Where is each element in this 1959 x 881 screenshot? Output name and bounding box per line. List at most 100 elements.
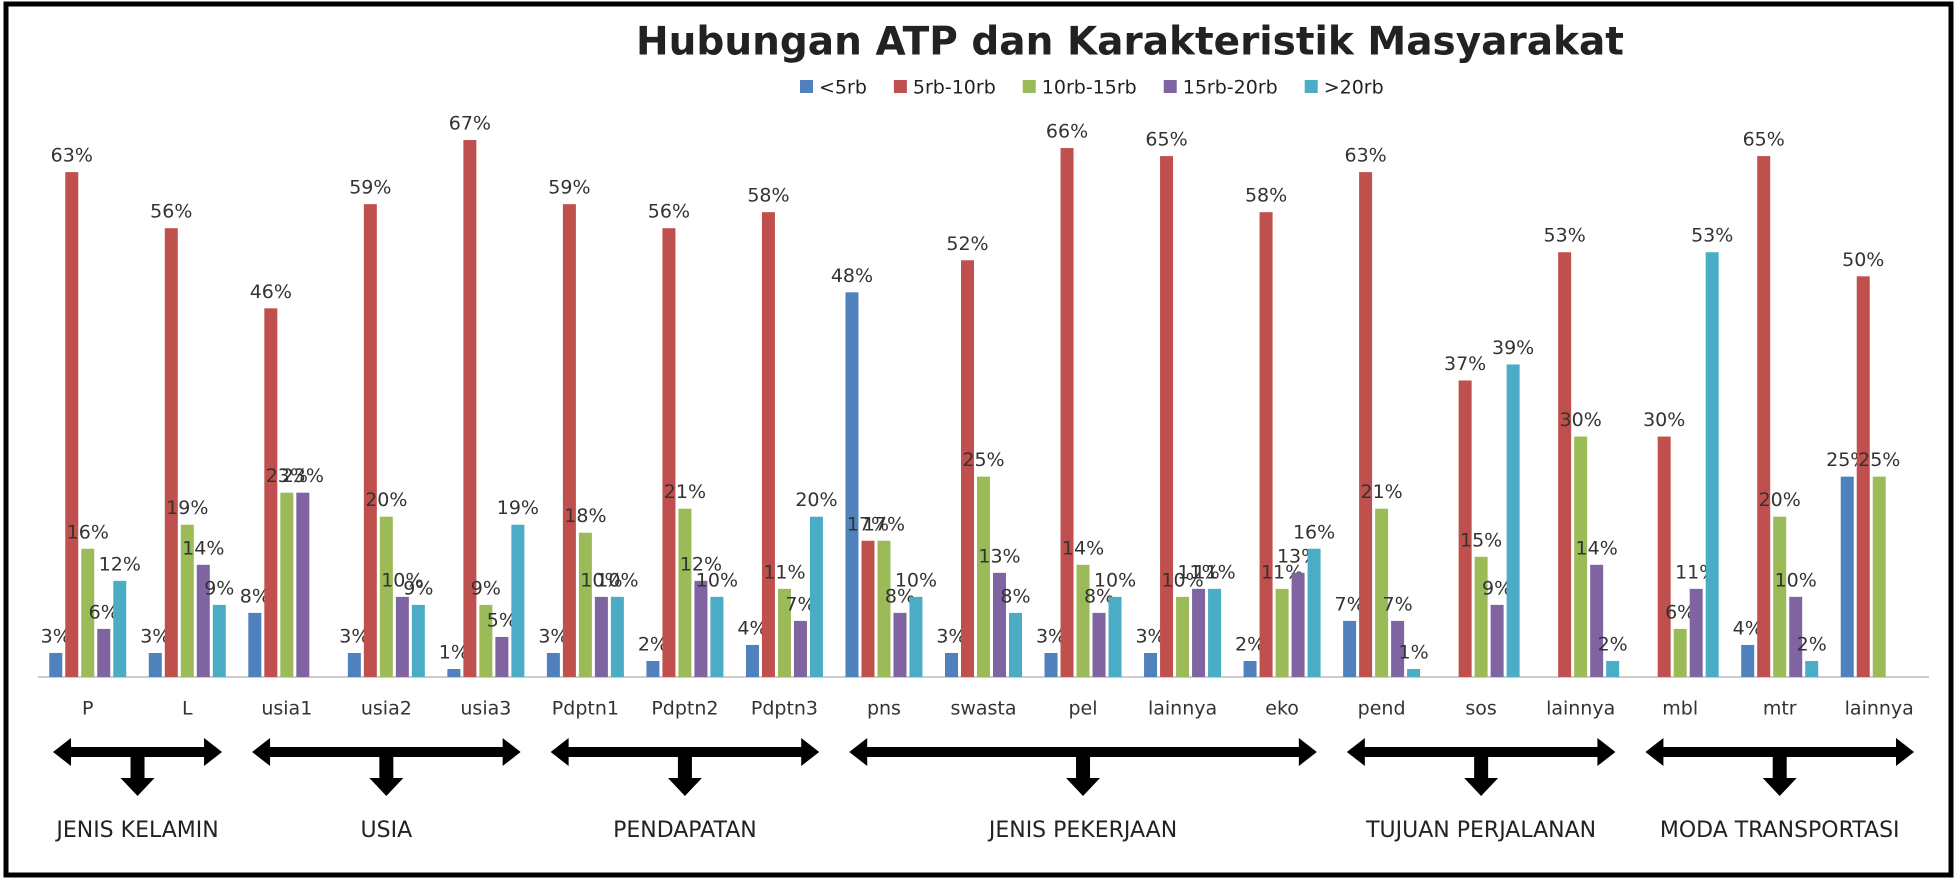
bar bbox=[1359, 172, 1373, 677]
data-label: 6% bbox=[89, 601, 119, 623]
bar bbox=[610, 596, 624, 677]
bar bbox=[945, 652, 958, 677]
bar bbox=[1176, 596, 1190, 677]
bar bbox=[1590, 564, 1604, 677]
data-label: 5% bbox=[487, 609, 517, 631]
data-label: 9% bbox=[403, 577, 433, 599]
group-label: JENIS PEKERJAAN bbox=[987, 818, 1177, 843]
bar bbox=[1076, 564, 1090, 677]
bar bbox=[248, 612, 262, 677]
data-label: 17% bbox=[847, 513, 889, 535]
data-label: 10% bbox=[1161, 569, 1203, 591]
data-label: 8% bbox=[240, 585, 270, 607]
data-label: 48% bbox=[831, 265, 873, 287]
frame bbox=[3, 1, 1954, 878]
data-label: 59% bbox=[548, 177, 590, 199]
data-label: 2% bbox=[1797, 633, 1827, 655]
bar bbox=[546, 652, 560, 677]
legend-swatch bbox=[1304, 80, 1318, 93]
data-label: 10% bbox=[1775, 569, 1817, 591]
bar bbox=[180, 524, 194, 677]
legend-label: 15rb-20rb bbox=[1183, 77, 1278, 99]
bar bbox=[1192, 588, 1206, 677]
bar bbox=[81, 548, 95, 677]
data-label: 53% bbox=[1691, 225, 1733, 247]
data-label: 25% bbox=[1858, 449, 1900, 471]
bar bbox=[1474, 556, 1488, 677]
bar bbox=[761, 212, 775, 677]
bar bbox=[562, 204, 576, 677]
bar bbox=[1506, 364, 1520, 677]
bar bbox=[993, 572, 1006, 677]
data-label: 67% bbox=[449, 113, 491, 135]
data-label: 10% bbox=[381, 569, 423, 591]
bar bbox=[1490, 604, 1504, 677]
bar bbox=[1805, 660, 1819, 677]
bar bbox=[280, 492, 294, 677]
bar bbox=[1407, 668, 1421, 677]
x-tick-label: pns bbox=[867, 698, 901, 720]
data-label: 52% bbox=[946, 233, 988, 255]
bar bbox=[662, 228, 676, 677]
x-tick-label: P bbox=[82, 698, 93, 720]
bar bbox=[1872, 476, 1886, 677]
bar bbox=[1574, 436, 1588, 677]
data-label: 12% bbox=[99, 553, 141, 575]
data-label: 4% bbox=[1733, 617, 1763, 639]
x-tick-label: Pdptn1 bbox=[552, 698, 619, 720]
bar bbox=[1060, 148, 1074, 678]
bar bbox=[1741, 644, 1755, 677]
data-label: 10% bbox=[596, 569, 638, 591]
legend-swatch bbox=[893, 80, 907, 93]
data-label: 3% bbox=[1036, 625, 1066, 647]
group-label: MODA TRANSPORTASI bbox=[1660, 818, 1900, 843]
data-label: 14% bbox=[1062, 537, 1104, 559]
group-arrow-down bbox=[1762, 752, 1797, 796]
bar bbox=[1044, 652, 1058, 677]
bar bbox=[495, 636, 509, 677]
data-label: 7% bbox=[1335, 593, 1365, 615]
bar bbox=[809, 516, 823, 677]
data-label: 10% bbox=[895, 569, 937, 591]
legend-swatch bbox=[1022, 80, 1036, 93]
bar bbox=[212, 604, 226, 677]
data-label: 3% bbox=[339, 625, 369, 647]
x-tick-label: usia1 bbox=[261, 698, 312, 720]
data-label: 63% bbox=[51, 145, 93, 167]
data-label: 15% bbox=[1460, 529, 1502, 551]
data-label: 13% bbox=[978, 545, 1020, 567]
bar bbox=[1705, 252, 1719, 677]
bar bbox=[379, 516, 393, 677]
bar bbox=[977, 476, 990, 677]
x-tick-label: lainnya bbox=[1845, 698, 1914, 720]
bar bbox=[363, 204, 377, 677]
bar bbox=[1757, 156, 1771, 678]
bar bbox=[678, 508, 692, 677]
bar bbox=[164, 228, 178, 677]
bar bbox=[196, 564, 210, 677]
data-label: 11% bbox=[763, 561, 805, 583]
bar bbox=[148, 652, 162, 677]
data-label: 9% bbox=[204, 577, 234, 599]
group-label: TUJUAN PERJALANAN bbox=[1365, 818, 1596, 843]
bar bbox=[909, 596, 923, 677]
data-label: 50% bbox=[1842, 249, 1884, 271]
bar bbox=[296, 492, 310, 677]
data-label: 46% bbox=[250, 281, 292, 303]
bar bbox=[745, 644, 759, 677]
bar bbox=[961, 260, 974, 677]
bar bbox=[1458, 380, 1472, 677]
bar bbox=[1657, 436, 1671, 677]
data-label: 11% bbox=[1193, 561, 1235, 583]
data-label: 25% bbox=[962, 449, 1004, 471]
bar bbox=[1773, 516, 1787, 677]
data-label: 21% bbox=[664, 481, 706, 503]
data-label: 65% bbox=[1743, 129, 1785, 151]
chart-title: Hubungan ATP dan Karakteristik Masyaraka… bbox=[636, 20, 1624, 65]
bar bbox=[861, 540, 875, 677]
bar bbox=[1160, 156, 1174, 678]
data-label: 53% bbox=[1544, 225, 1586, 247]
bar bbox=[264, 308, 278, 677]
group-label: JENIS KELAMIN bbox=[54, 818, 218, 843]
group-arrow-down bbox=[667, 752, 702, 796]
